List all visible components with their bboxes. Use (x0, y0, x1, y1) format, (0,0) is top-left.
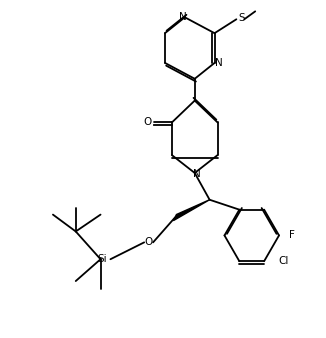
Text: N: N (179, 12, 187, 22)
Text: N: N (193, 169, 200, 179)
Text: S: S (238, 13, 244, 23)
Text: O: O (143, 117, 151, 127)
Text: Cl: Cl (278, 256, 289, 266)
Text: F: F (289, 231, 295, 240)
Text: O: O (144, 237, 152, 247)
Text: N: N (215, 58, 222, 68)
Text: Si: Si (98, 254, 107, 264)
Polygon shape (173, 200, 210, 221)
